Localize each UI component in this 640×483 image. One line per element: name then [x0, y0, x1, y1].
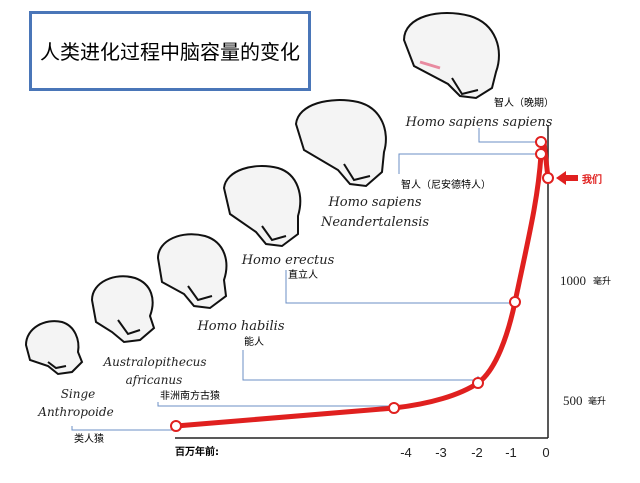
- skull-icon: [156, 233, 228, 310]
- species-latin-australopithecus: Australopithecus: [102, 355, 206, 369]
- y-tick-value: 500: [563, 393, 583, 408]
- species-latin-australopithecus-2: africanus: [126, 373, 183, 387]
- x-tick-label: -2: [471, 445, 483, 460]
- connector-australopithecus: [157, 402, 395, 407]
- species-latin-singe-2: Anthropoide: [37, 405, 113, 419]
- species-latin-neandertal-2: Neandertalensis: [320, 215, 429, 230]
- skull-icon: [294, 99, 387, 188]
- skull-icon: [90, 275, 156, 344]
- species-latin-singe: Singe: [61, 387, 96, 401]
- x-tick-label: -3: [435, 445, 447, 460]
- y-tick-unit: 毫升: [593, 275, 611, 287]
- species-latin-erectus: Homo erectus: [241, 253, 335, 268]
- connector-habilis: [242, 350, 479, 381]
- connector-singe: [71, 426, 177, 431]
- species-cn-australopithecus: 非洲南方古猿: [160, 389, 220, 402]
- skull-icon: [24, 320, 84, 376]
- data-point-erectus: [509, 296, 521, 308]
- data-point-habilis: [472, 377, 484, 389]
- connector-erectus: [285, 270, 516, 304]
- skull-icon: [222, 165, 302, 248]
- species-cn-erectus: 直立人: [288, 268, 318, 281]
- x-tick-label: -1: [505, 445, 517, 460]
- species-cn-habilis: 能人: [244, 335, 264, 348]
- y-tick-unit: 毫升: [588, 395, 606, 407]
- species-latin-habilis: Homo habilis: [196, 319, 284, 334]
- species-latin-neandertal: Homo sapiens: [327, 195, 421, 210]
- data-point-us: [542, 172, 554, 184]
- species-latin-sapiens: Homo sapiens sapiens: [405, 115, 553, 130]
- us-label: 我们: [582, 173, 602, 186]
- x-axis-label: 百万年前:: [175, 445, 219, 458]
- skull-icon: [402, 12, 500, 100]
- y-tick-value: 1000: [560, 273, 586, 288]
- data-point-sapiens: [535, 136, 547, 148]
- connector-sapiens: [478, 128, 540, 143]
- x-tick-label: 0: [542, 445, 549, 460]
- data-point-neandertal: [535, 148, 547, 160]
- page-title: 人类进化过程中脑容量的变化: [40, 40, 300, 64]
- data-point-singe: [170, 420, 182, 432]
- species-cn-singe: 类人猿: [74, 432, 104, 445]
- species-cn-sapiens: 智人（晚期）: [494, 96, 554, 109]
- arrow-left-icon: [556, 171, 578, 185]
- species-cn-neandertal: 智人（尼安德特人）: [401, 178, 491, 191]
- x-tick-label: -4: [400, 445, 412, 460]
- connector-neandertal: [398, 153, 540, 174]
- title-box: 人类进化过程中脑容量的变化: [29, 11, 311, 91]
- data-point-australopithecus: [388, 402, 400, 414]
